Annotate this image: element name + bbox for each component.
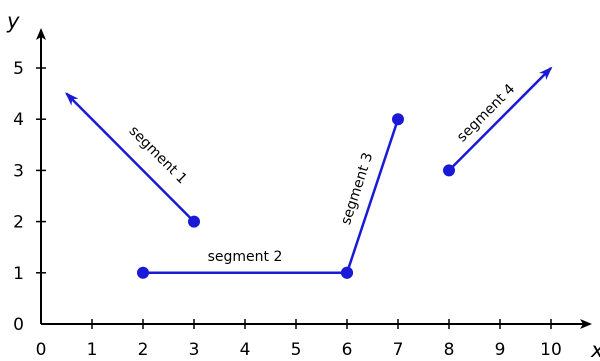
x-tick-label: 5 (291, 340, 302, 360)
x-axis-title: x (590, 338, 600, 361)
y-tick-label: 0 (13, 315, 24, 335)
x-tick-label: 3 (189, 340, 200, 360)
segment-4-line (448, 66, 553, 172)
segment-1-line (65, 92, 195, 223)
segment-3-start-point (341, 266, 353, 279)
y-tick-label: 2 (13, 213, 24, 233)
segment-1-label: segment 1 (126, 123, 190, 187)
x-tick-label: 6 (342, 340, 353, 360)
x-ticks: 0 1 2 3 4 5 6 7 8 9 10 (36, 319, 562, 360)
segment-3-label: segment 3 (338, 151, 376, 227)
y-ticks: 0 1 2 3 4 5 (13, 59, 46, 335)
x-tick-label: 7 (393, 340, 404, 360)
y-axis-title: y (6, 9, 20, 33)
x-tick-label: 4 (240, 340, 251, 360)
x-tick-label: 8 (444, 340, 455, 360)
segments (65, 66, 553, 279)
y-tick-label: 4 (13, 110, 24, 130)
y-tick-label: 5 (13, 59, 24, 79)
segment-3-end-point (392, 113, 404, 126)
y-tick-label: 1 (13, 264, 24, 284)
segment-3-line (345, 118, 400, 274)
x-tick-label: 2 (138, 340, 149, 360)
segment-2-label: segment 2 (208, 249, 283, 265)
x-tick-label: 0 (36, 340, 47, 360)
segment-1-start-point (188, 215, 200, 228)
x-tick-label: 10 (540, 340, 562, 360)
x-tick-label: 9 (495, 340, 506, 360)
segment-labels: segment 1 segment 2 segment 3 segment 4 (126, 81, 519, 265)
segment-2-start-point (137, 266, 149, 279)
y-tick-label: 3 (13, 161, 24, 181)
segment-4-start-point (443, 164, 455, 177)
x-tick-label: 1 (87, 340, 98, 360)
segment-4-label: segment 4 (454, 81, 518, 145)
